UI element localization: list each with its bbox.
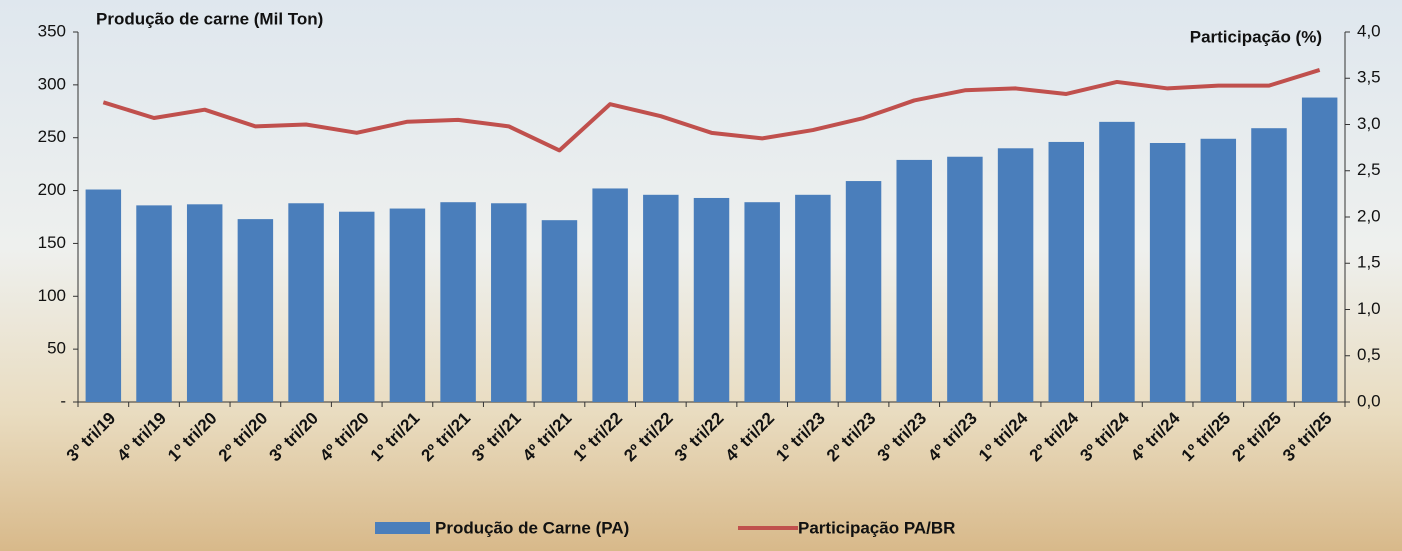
bar xyxy=(643,194,679,402)
bar xyxy=(896,159,932,402)
y2ticks-label: 1,0 xyxy=(1357,299,1381,318)
bar xyxy=(845,181,882,402)
bar xyxy=(795,194,831,402)
chart-title: Produção de carne (Mil Ton) xyxy=(96,9,323,28)
y2ticks-label: 0,0 xyxy=(1357,391,1381,410)
bar xyxy=(1149,143,1186,402)
y2ticks-label: 1,5 xyxy=(1357,253,1381,272)
legend-label: Produção de Carne (PA) xyxy=(435,518,629,537)
line xyxy=(102,68,1321,153)
bar xyxy=(237,219,274,402)
y2ticks-label: 4,0 xyxy=(1357,21,1381,40)
y2-axis-title: Participação (%) xyxy=(1190,27,1322,46)
yticks-label: 350 xyxy=(38,21,66,40)
bar xyxy=(186,204,223,402)
bar xyxy=(85,189,122,402)
y2ticks-label: 2,5 xyxy=(1357,160,1381,179)
bar xyxy=(1301,97,1338,403)
y2ticks-label: 0,5 xyxy=(1357,345,1381,364)
bar xyxy=(997,148,1034,402)
legend-swatch xyxy=(375,522,430,534)
yticks-label: 50 xyxy=(47,339,66,358)
y2ticks-label: 3,0 xyxy=(1357,114,1381,133)
bar xyxy=(541,220,578,402)
bar xyxy=(744,202,780,402)
y2ticks-label: 2,0 xyxy=(1357,206,1381,225)
bar xyxy=(1251,128,1287,402)
bar xyxy=(440,202,476,402)
yticks-label: - xyxy=(60,391,66,410)
yticks-label: 100 xyxy=(38,286,66,305)
legend-label: Participação PA/BR xyxy=(798,518,955,537)
bar xyxy=(592,188,628,402)
bar xyxy=(1099,121,1135,402)
yticks-label: 200 xyxy=(38,180,66,199)
bar xyxy=(693,197,730,402)
y2ticks-label: 3,5 xyxy=(1357,68,1381,87)
yticks-label: 150 xyxy=(38,233,66,252)
bar xyxy=(288,203,324,402)
bar xyxy=(136,205,172,402)
bar xyxy=(389,208,426,402)
bar xyxy=(339,211,375,402)
bar xyxy=(1200,138,1237,402)
bar xyxy=(491,203,527,402)
yticks-label: 250 xyxy=(38,127,66,146)
bar xyxy=(947,156,983,402)
bar xyxy=(1048,141,1084,402)
yticks-label: 300 xyxy=(38,74,66,93)
